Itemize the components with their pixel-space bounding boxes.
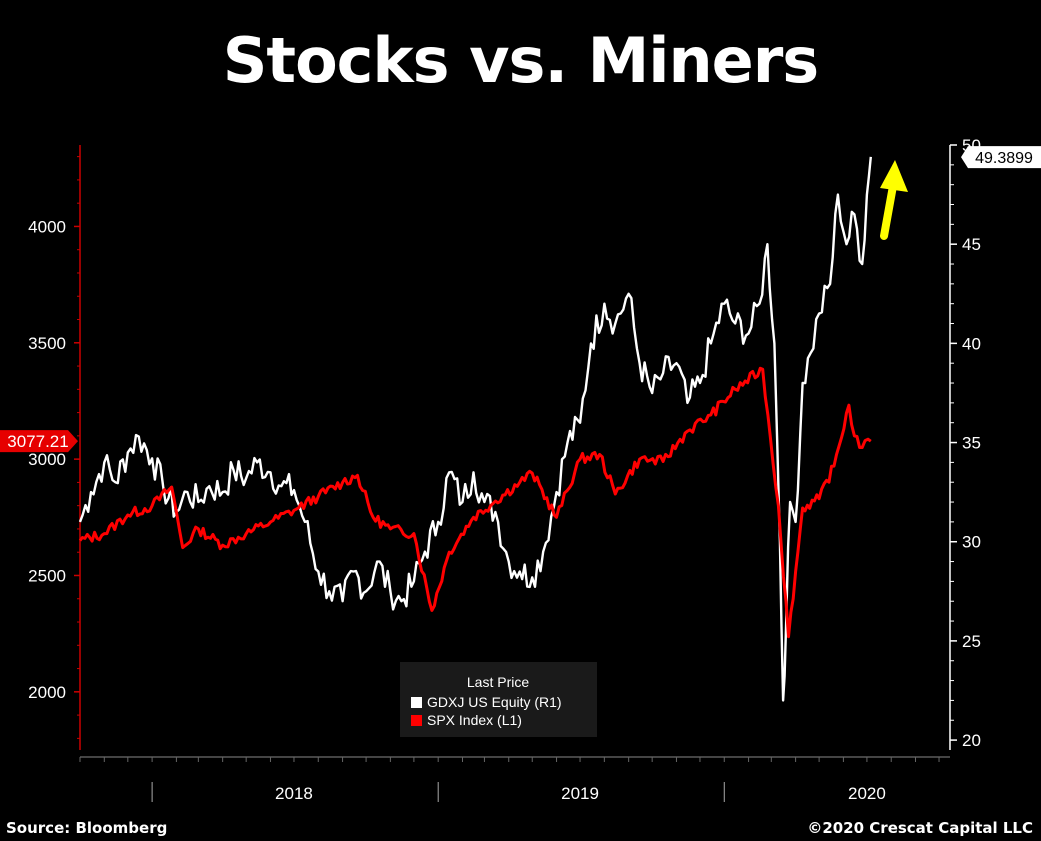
series-line-gdxj [78,156,872,702]
left-axis-ticks: 2000 2500 3000 3500 4000 [28,156,80,739]
footer-copyright: ©2020 Crescat Capital LLC [807,819,1033,837]
legend-title: Last Price [467,674,529,690]
right-tick-label: 45 [962,235,981,254]
x-tick-label: 2019 [561,784,599,803]
x-axis-ticks: 2018 2019 2020 [79,757,940,803]
left-last-value-text: 3077.21 [7,432,68,451]
chart-title: Stocks vs. Miners [222,24,819,97]
right-tick-label: 40 [962,334,981,353]
left-tick-label: 2500 [28,566,66,585]
x-tick-label: 2018 [275,784,313,803]
footer-source: Source: Bloomberg [6,819,168,837]
legend-entry-gdxj: GDXJ US Equity (R1) [427,694,562,710]
right-tick-label: 35 [962,434,981,453]
left-tick-label: 3000 [28,450,66,469]
left-tick-label: 3500 [28,334,66,353]
legend-swatch-spx [411,715,422,726]
right-tick-label: 30 [962,533,981,552]
left-tick-label: 2000 [28,683,66,702]
x-tick-label: 2020 [848,784,886,803]
legend: Last Price GDXJ US Equity (R1) SPX Index… [400,662,597,737]
left-tick-label: 4000 [28,217,66,236]
right-last-value-text: 49.3899 [975,150,1033,167]
series-line-spx [78,366,872,639]
right-tick-label: 25 [962,632,981,651]
right-tick-label: 20 [962,731,981,750]
legend-swatch-gdxj [411,697,422,708]
right-last-value-label: 49.3899 [961,146,1041,169]
left-last-value-label: 3077.21 [0,430,78,453]
legend-entry-spx: SPX Index (L1) [427,712,522,728]
up-arrow-icon [880,160,908,240]
